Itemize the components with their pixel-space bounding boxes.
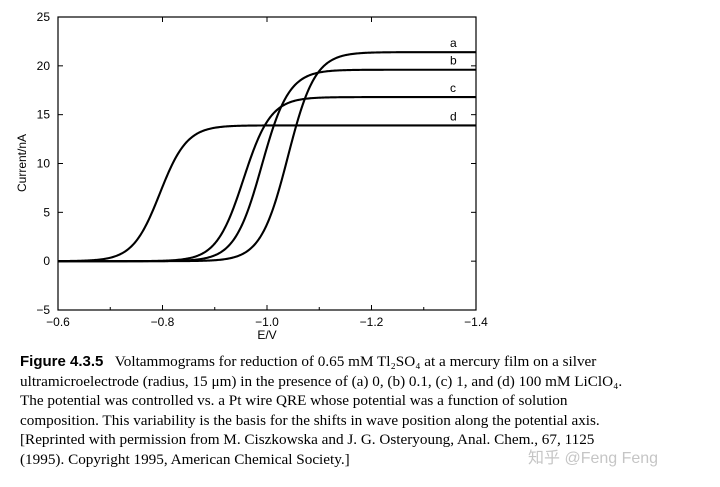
series-label-a: a [450, 36, 457, 50]
y-tick-label: 25 [37, 10, 51, 24]
series-label-c: c [450, 81, 456, 95]
y-tick-label: −5 [36, 303, 50, 317]
caption-line-3: The potential was controlled vs. a Pt wi… [20, 392, 568, 410]
y-tick-label: 10 [37, 157, 51, 171]
plot-frame [57, 16, 477, 311]
x-axis-title: E/V [257, 328, 276, 342]
caption-line-6: (1995). Copyright 1995, American Chemica… [20, 450, 350, 468]
curve-c [58, 96, 476, 263]
curve-d [58, 124, 476, 263]
curve-a [58, 51, 476, 263]
series-label-b: b [450, 54, 457, 68]
curve-b [58, 68, 476, 263]
x-tick-label: −1.4 [464, 315, 488, 329]
caption-line-5: [Reprinted with permission from M. Ciszk… [20, 431, 595, 449]
figure-label: Figure 4.3.5 [20, 353, 104, 370]
x-tick-label: −0.8 [151, 315, 175, 329]
axis-ticks: −0.6 −0.8 −1.0 −1.2 −1.4 −5 0 5 10 15 20 25 [36, 10, 488, 329]
caption-line-1: Figure 4.3.5 Voltammograms for reduction… [20, 352, 710, 372]
caption-text-1: Voltammograms for reduction of 0.65 mM T… [114, 353, 597, 370]
data-curves [58, 51, 476, 263]
x-tick-label: −0.6 [46, 315, 70, 329]
y-axis-title: Current/nA [15, 134, 29, 192]
y-tick-label: 0 [43, 254, 50, 268]
caption-line-4: composition. This variability is the bas… [20, 411, 600, 429]
x-tick-label: −1.2 [360, 315, 384, 329]
figure-caption: Figure 4.3.5 Voltammograms for reduction… [20, 352, 710, 470]
series-label-d: d [450, 109, 457, 123]
caption-line-2: ultramicroelectrode (radius, 15 μm) in t… [20, 372, 623, 390]
y-tick-label: 15 [37, 108, 51, 122]
x-tick-label: −1.0 [255, 315, 279, 329]
y-tick-label: 5 [43, 205, 50, 219]
watermark: 知乎 @Feng Feng [528, 450, 659, 467]
y-tick-label: 20 [37, 59, 51, 73]
